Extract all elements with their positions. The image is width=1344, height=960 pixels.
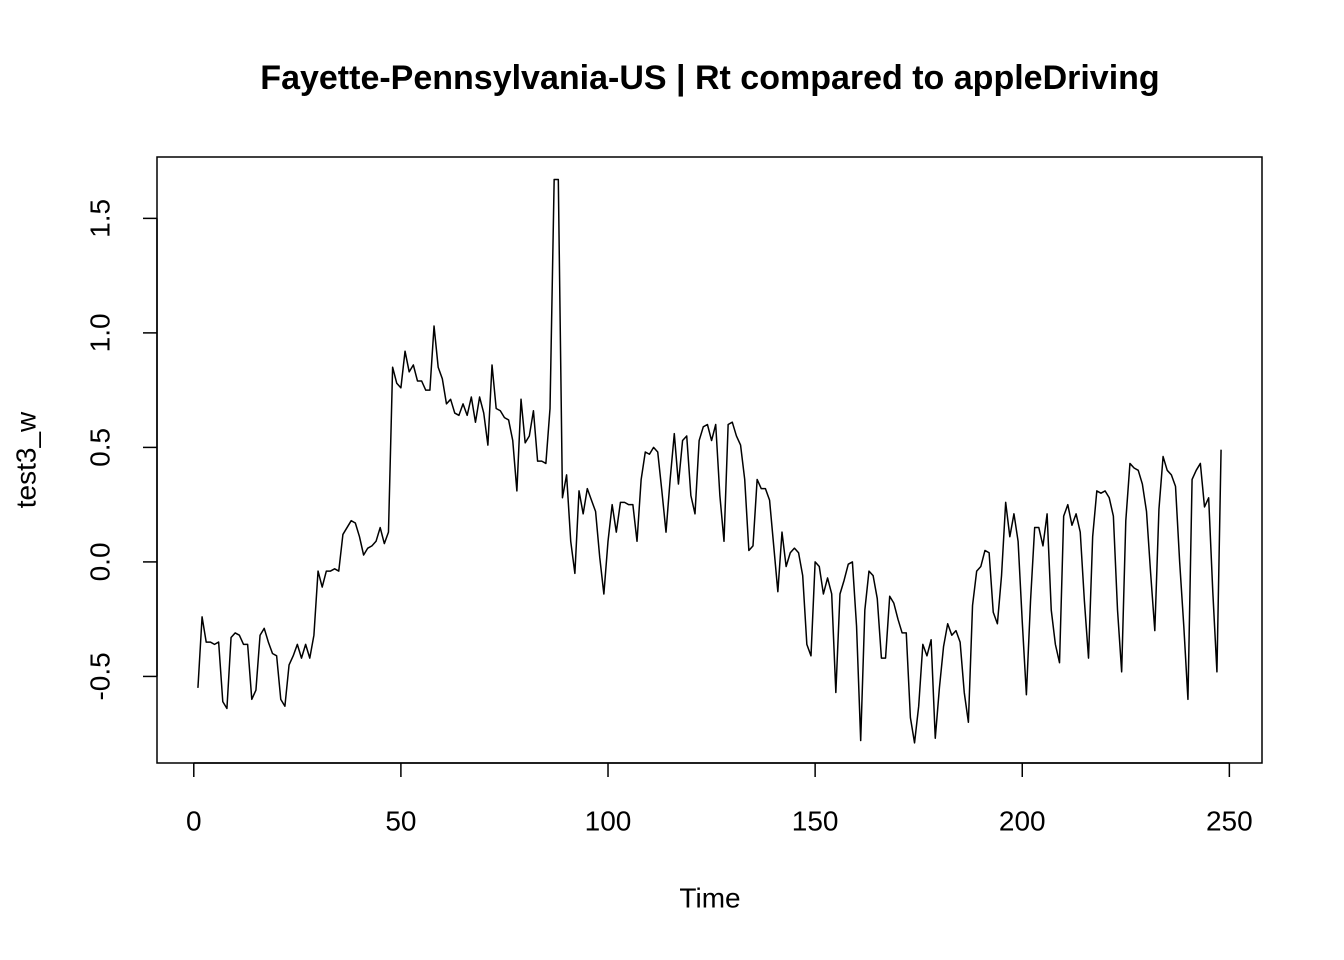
x-tick-label: 150 (792, 805, 839, 836)
y-tick-label: 0.0 (84, 542, 115, 581)
x-tick-label: 200 (999, 805, 1046, 836)
x-axis-label: Time (679, 882, 740, 913)
plot-box (156, 156, 1263, 764)
chart-title: Fayette-Pennsylvania-US | Rt compared to… (260, 59, 1159, 97)
data-line (197, 178, 1222, 744)
x-tick-label: 250 (1206, 805, 1253, 836)
y-axis-label: test3_w (10, 411, 41, 508)
x-tick-label: 100 (585, 805, 632, 836)
x-tick-label: 0 (186, 805, 202, 836)
y-tick-label: 0.5 (84, 428, 115, 467)
y-tick-label: 1.5 (84, 199, 115, 238)
x-tick-label: 50 (385, 805, 416, 836)
y-tick-label: 1.0 (84, 313, 115, 352)
y-tick-label: -0.5 (84, 652, 115, 700)
